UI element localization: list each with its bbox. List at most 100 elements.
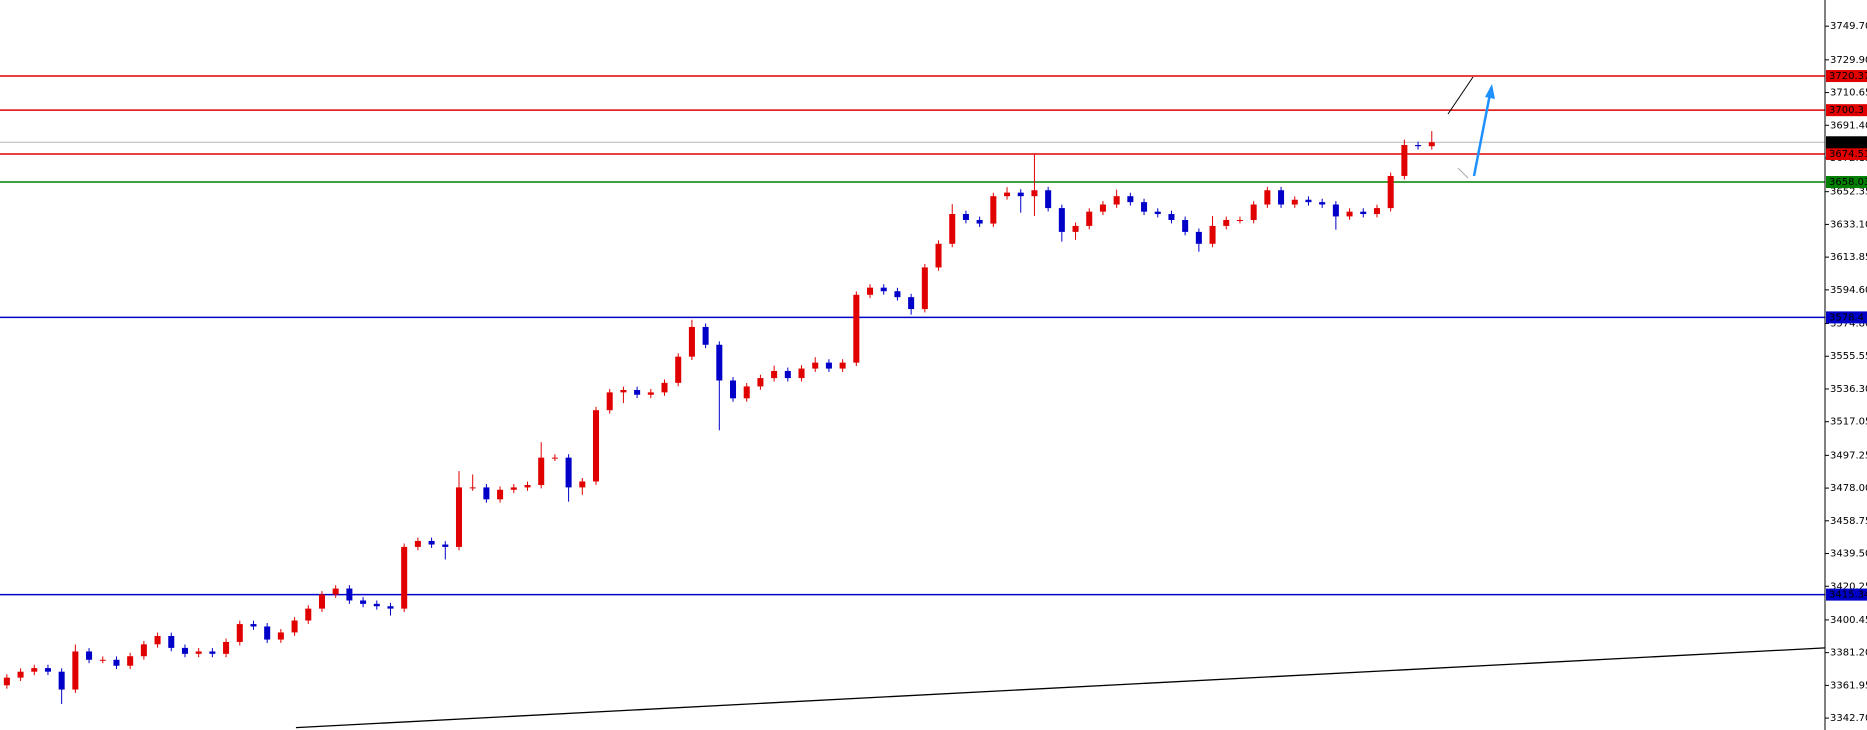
level-label: 3674.51 — [1829, 149, 1867, 160]
candle-body — [784, 370, 791, 379]
candle-body — [305, 608, 312, 621]
candle-body — [236, 624, 243, 642]
candle-body — [1291, 199, 1298, 205]
candle-body — [1113, 196, 1120, 205]
candle-body — [113, 659, 120, 666]
candle-body — [1264, 190, 1271, 205]
candle-body — [442, 544, 449, 547]
candle-body — [140, 644, 147, 657]
candle-body — [592, 410, 600, 482]
y-tick-label: 3458.75 — [1830, 516, 1867, 527]
candle-body — [538, 457, 545, 486]
y-tick-label: 3439.50 — [1830, 549, 1867, 560]
level-label: 3415.34 — [1829, 590, 1867, 601]
candle-body — [1031, 190, 1038, 197]
candle-body — [209, 651, 216, 654]
candle-body — [620, 389, 627, 393]
candle-body — [1154, 211, 1161, 215]
candle-body — [880, 287, 887, 292]
candle-body — [1099, 204, 1106, 212]
candle-body — [497, 489, 504, 500]
candle-body — [839, 362, 846, 369]
candle-body — [3, 677, 10, 686]
candle-body — [401, 546, 408, 609]
candle-body — [373, 603, 380, 607]
y-tick-label: 3652.35 — [1830, 187, 1867, 198]
candle-body — [551, 457, 558, 459]
candle-body — [346, 588, 353, 601]
candle-body — [72, 651, 79, 690]
candle-body — [647, 392, 654, 395]
candle-body — [702, 326, 709, 345]
candle-body — [264, 626, 271, 640]
candle-body — [510, 487, 517, 490]
candle-body — [58, 671, 65, 690]
candle-body — [1058, 208, 1065, 232]
candle-body — [771, 370, 778, 379]
candle-body — [634, 389, 641, 395]
y-tick-label: 3594.60 — [1830, 285, 1867, 296]
candle-body — [1004, 192, 1011, 197]
candle-body — [1319, 202, 1326, 205]
candle-body — [825, 362, 832, 369]
projection-line — [1447, 76, 1474, 115]
y-tick-label: 3613.85 — [1830, 252, 1867, 263]
candle-body — [469, 487, 476, 489]
candle-body — [1182, 219, 1189, 232]
y-tick-label: 3555.55 — [1830, 351, 1867, 362]
candle-body — [277, 632, 284, 640]
y-tick-label: 3400.45 — [1830, 615, 1867, 626]
y-tick-label: 3710.65 — [1830, 88, 1867, 99]
y-tick-label: 3420.25 — [1830, 581, 1867, 592]
candle-body — [1250, 204, 1257, 220]
trendline — [295, 647, 1826, 729]
candle-body — [17, 671, 24, 678]
y-tick-label: 3729.90 — [1830, 55, 1867, 66]
candle-body — [1415, 145, 1422, 147]
candle-body — [1141, 202, 1148, 212]
candle-body — [483, 487, 490, 500]
candle-body — [716, 344, 723, 381]
projection-drawings — [1447, 76, 1495, 179]
level-box — [1826, 148, 1867, 161]
candle-body — [127, 656, 134, 666]
y-tick-label: 3749.70 — [1830, 21, 1867, 32]
candle-body — [1086, 211, 1093, 226]
candle-body — [757, 378, 764, 387]
candle-body — [867, 287, 874, 295]
level-box — [1826, 176, 1867, 189]
candle-body — [1017, 192, 1024, 197]
y-tick-label: 3536.30 — [1830, 384, 1867, 395]
level-label: 3658.03 — [1829, 177, 1867, 188]
candle-body — [318, 594, 325, 609]
candle-body — [1387, 175, 1394, 209]
candle-body — [661, 382, 668, 393]
candle-body — [1236, 219, 1243, 221]
candle-body — [853, 294, 860, 363]
candle-body — [921, 267, 928, 310]
candle-body — [455, 487, 463, 547]
candle-body — [195, 651, 202, 654]
candle-body — [743, 386, 750, 399]
candle-body — [1305, 199, 1312, 203]
candle-body — [1127, 196, 1134, 203]
candle-body — [1278, 190, 1285, 205]
y-tick-label: 3517.05 — [1830, 417, 1867, 428]
arrow-head — [1485, 84, 1495, 99]
y-tick-label: 3478.00 — [1830, 483, 1867, 494]
candle-body — [1209, 225, 1216, 244]
candle-body — [524, 485, 531, 488]
candle-body — [579, 481, 586, 488]
candle-body — [181, 647, 188, 654]
candle-body — [675, 356, 682, 383]
y-tick-label: 3342.70 — [1830, 713, 1867, 724]
candle-body — [1346, 211, 1353, 217]
candle-body — [332, 588, 339, 595]
candle-body — [565, 457, 572, 488]
y-tick-label: 3633.10 — [1830, 219, 1867, 230]
candle-body — [1195, 231, 1202, 244]
candle-body — [976, 219, 983, 224]
candle-body — [360, 600, 367, 604]
y-tick-label: 3574.80 — [1830, 319, 1867, 330]
